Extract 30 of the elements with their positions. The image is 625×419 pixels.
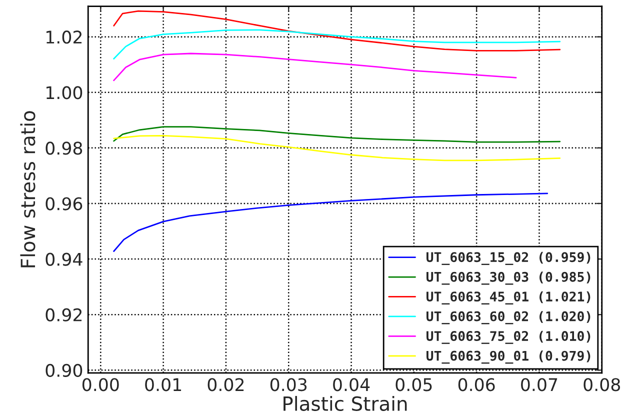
legend-label: UT_6063_30_03 (0.985) <box>426 272 590 285</box>
line-series <box>113 135 561 162</box>
y-tick-label: 0.98 <box>46 142 82 155</box>
y-tick-label: 1.00 <box>46 86 82 100</box>
legend-label: UT_6063_60_02 (1.020) <box>426 311 590 324</box>
line-series <box>113 192 548 252</box>
y-axis-title: Flow stress ratio <box>20 111 36 268</box>
x-tick-label: 0.02 <box>208 378 244 392</box>
x-tick-label: 0.04 <box>333 378 370 392</box>
x-tick-label: 0.07 <box>521 378 558 392</box>
y-tick-label: 0.92 <box>46 308 82 322</box>
y-tick-label: 0.94 <box>46 252 82 266</box>
text: 0.00 <box>82 378 119 392</box>
x-tick-label: 0.01 <box>145 378 182 392</box>
legend-label: UT_6063_75_02 (1.010) <box>426 330 590 344</box>
x-tick-label: 0.05 <box>396 378 432 392</box>
legend-label: UT_6063_90_01 (0.979) <box>426 350 590 364</box>
x-axis-title: Plastic Strain <box>284 396 407 412</box>
y-tick-label: 0.96 <box>46 197 82 210</box>
legend-label: UT_6063_15_02 (0.959) <box>426 252 590 266</box>
line-series <box>113 29 561 60</box>
legend-label: UT_6063_45_01 (1.021) <box>426 291 590 304</box>
y-tick-label: 1.02 <box>46 30 82 44</box>
x-tick-label: 0.06 <box>458 378 495 392</box>
line-series <box>113 126 561 143</box>
line-series <box>113 10 561 52</box>
x-tick-label: 0.03 <box>270 378 307 392</box>
line-series <box>113 52 517 82</box>
x-tick-label: 0.08 <box>584 378 620 392</box>
y-tick-label: 0.90 <box>46 364 82 377</box>
